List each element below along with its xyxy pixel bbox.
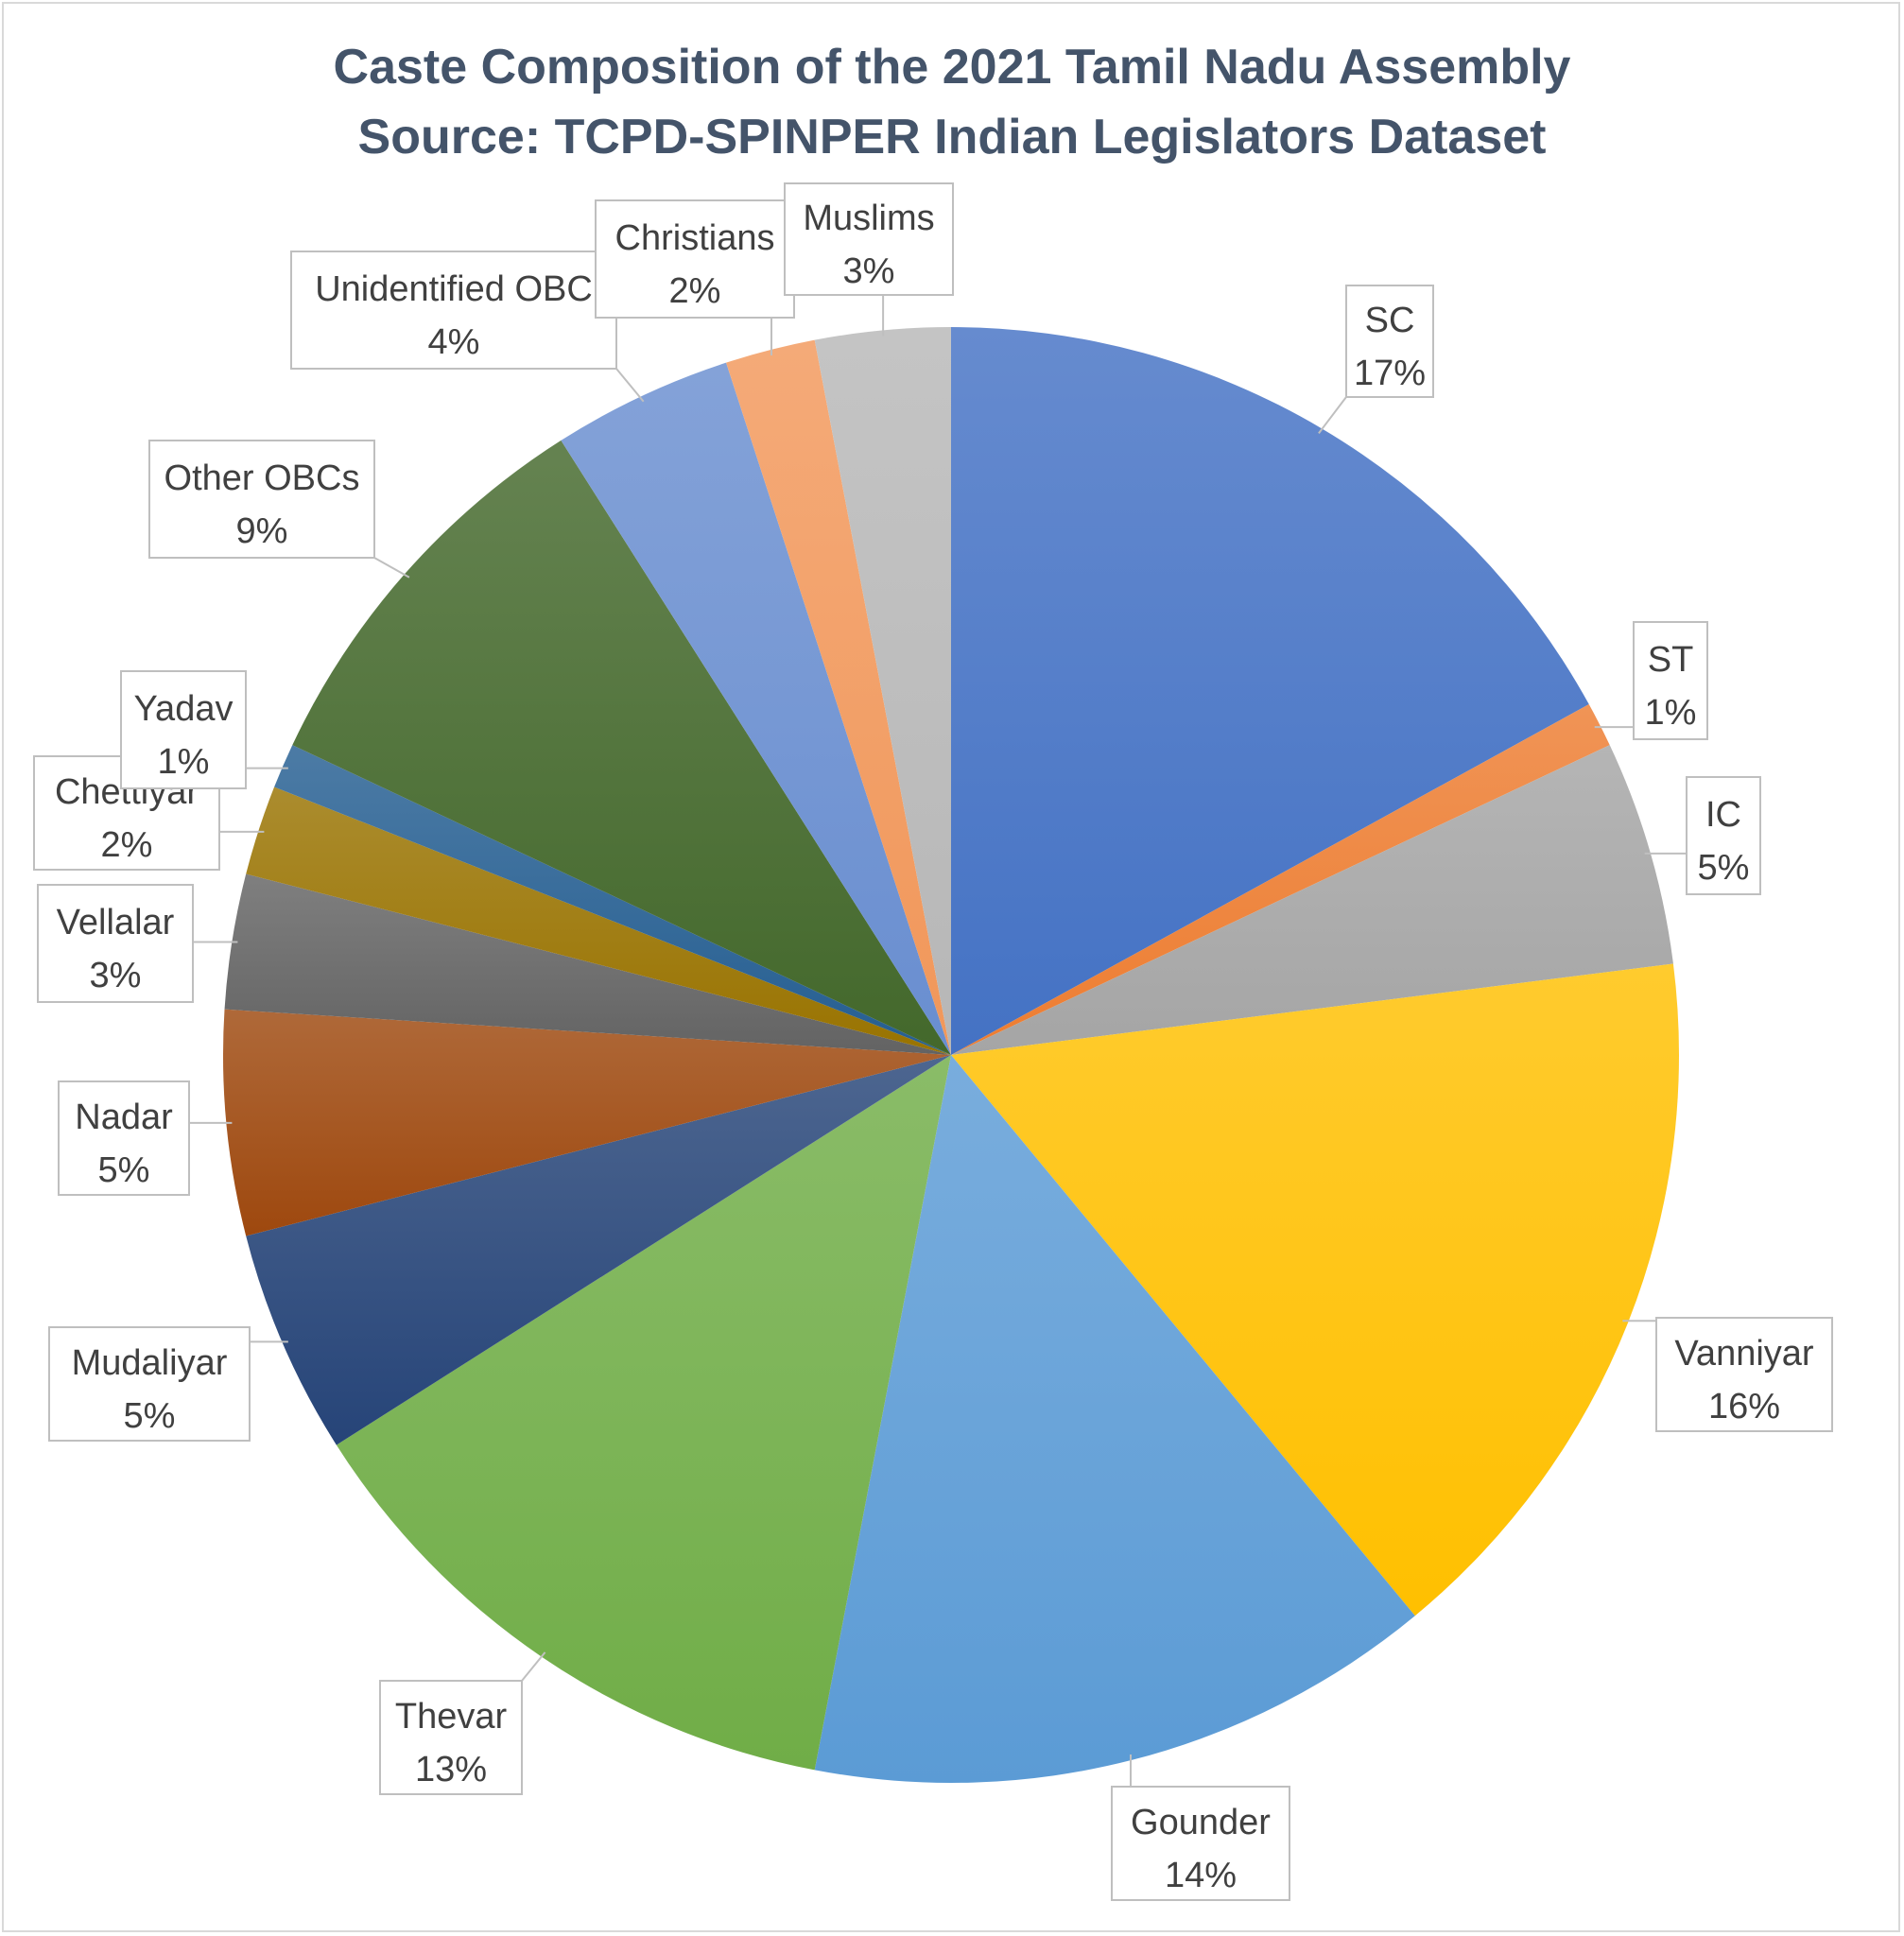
callout-box [1686,776,1761,895]
slice-percent-label: 9% [236,511,288,551]
slice-name-label: Nadar [75,1098,173,1137]
slice-name-label: Unidentified OBC [315,269,593,309]
data-label: Other OBCs 9% [148,440,375,559]
callout-box [595,199,795,319]
slice-name-label: Other OBCs [164,458,360,498]
data-label: Muslims 3% [784,182,954,296]
callout-box [37,884,194,1003]
slice-percent-label: 1% [158,742,210,782]
slice-name-label: Yadav [134,689,234,729]
slice-percent-label: 13% [415,1750,487,1789]
slice-percent-label: 3% [843,251,895,291]
pie-slice-vellalar [224,873,952,1055]
leader-lines [189,295,1687,1787]
callout-box [1111,1786,1290,1901]
data-label: Yadav 1% [120,670,247,789]
callout-box [1345,285,1434,398]
pie-slice-sc [951,327,1589,1055]
data-label: Nadar 5% [58,1080,190,1196]
data-label: ST 1% [1633,621,1708,740]
data-label: Thevar 13% [379,1680,523,1795]
data-label: Unidentified OBC 4% [290,251,617,370]
slice-percent-label: 4% [428,322,480,362]
slice-name-label: Vanniyar [1674,1334,1814,1374]
data-label: SC 17% [1345,285,1434,398]
pie-slice-st [951,704,1610,1055]
slice-name-label: SC [1365,301,1415,340]
slice-name-label: Mudaliyar [72,1343,228,1383]
pie-slice-unidentified-obc [561,362,951,1055]
chart-title: Caste Composition of the 2021 Tamil Nadu… [334,40,1571,95]
data-label: Vellalar 3% [37,884,194,1003]
pie-slice-yadav [274,745,951,1055]
data-label: Christians 2% [595,199,795,319]
data-label: Mudaliyar 5% [48,1326,251,1442]
callout-box [784,182,954,296]
pie-slice-ic [951,745,1673,1055]
chart-subtitle: Source: TCPD-SPINPER Indian Legislators … [358,110,1547,164]
leader-line [521,1651,546,1682]
slice-percent-label: 17% [1354,354,1426,393]
slice-name-label: Gounder [1131,1803,1271,1842]
pie-slice-other-obcs [292,440,951,1055]
slice-percent-label: 5% [1698,848,1750,888]
pie-slice-christians [726,339,951,1056]
slice-name-label: IC [1705,795,1741,835]
pie-slice-nadar [223,1009,951,1236]
slice-name-label: Christians [615,218,775,258]
slice-percent-label: 2% [669,271,721,311]
callout-box [58,1080,190,1196]
slice-name-label: Muslims [803,199,934,238]
callout-box [148,440,375,559]
slice-percent-label: 2% [101,825,153,865]
slice-name-label: Vellalar [57,903,175,942]
callout-box [379,1680,523,1795]
callout-box [120,670,247,789]
data-label: IC 5% [1686,776,1761,895]
callout-box [1633,621,1708,740]
slice-name-label: ST [1648,640,1694,680]
pie-slice-gounder [814,1055,1415,1783]
pie-slice-chettiyar [246,786,951,1055]
slice-percent-label: 5% [124,1396,176,1436]
slice-percent-label: 1% [1645,693,1697,733]
pie-slice-vanniyar [951,963,1680,1616]
leader-line [615,368,645,403]
pie-slice-mudaliyar [246,1055,951,1445]
callout-box [48,1326,251,1442]
slice-percent-label: 5% [98,1150,150,1190]
callout-box [1655,1317,1833,1432]
slice-percent-label: 14% [1165,1856,1237,1895]
pie-slice-muslims [814,327,951,1055]
slice-name-label: Thevar [395,1697,508,1737]
data-label: Gounder 14% [1111,1786,1290,1901]
leader-line [373,557,410,579]
slice-percent-label: 16% [1708,1387,1780,1426]
data-label: Vanniyar 16% [1655,1317,1833,1432]
leader-line [1318,396,1347,434]
slices-layer [223,327,1680,1783]
slice-percent-label: 3% [90,956,142,995]
pie-slice-thevar [336,1055,951,1771]
data-labels: SC 17% ST 1% IC 5% Vanniyar 16% Gounder 14% Thevar… [33,182,1833,1901]
